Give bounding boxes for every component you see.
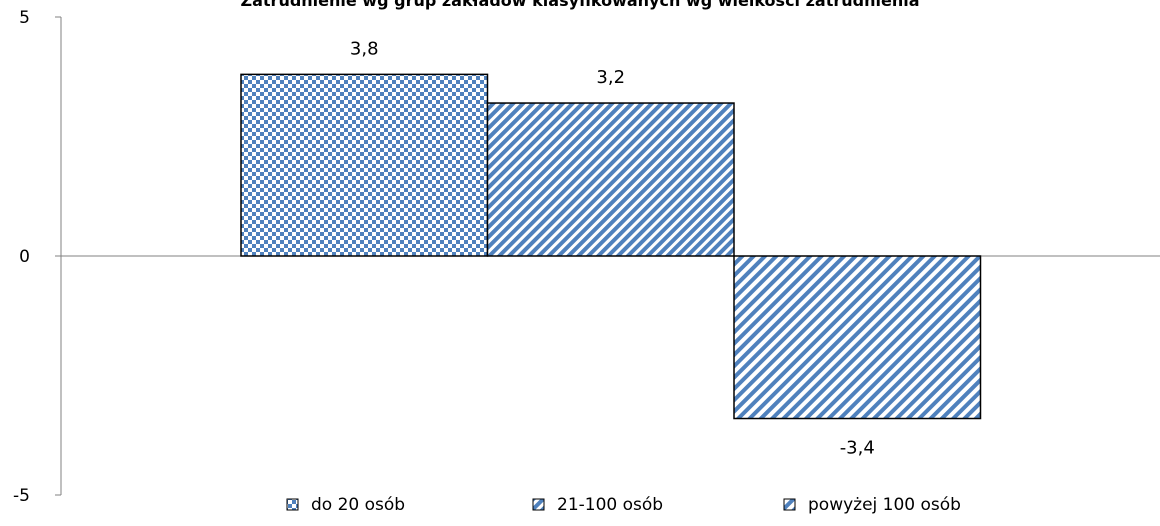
bars (240, 73, 982, 420)
legend-swatch-2 (532, 498, 545, 511)
bar-2 (486, 102, 735, 257)
data-labels: 3,8 3,2 -3,4 (350, 38, 875, 458)
y-tick-label: 0 (19, 247, 30, 267)
legend-label-3: powyżej 100 osób (808, 495, 961, 515)
data-label-2: 3,2 (596, 67, 625, 88)
legend-swatch-1 (286, 498, 299, 511)
y-tick-label: -5 (13, 486, 30, 506)
y-tick-label: 5 (19, 8, 30, 28)
legend-label-2: 21-100 osób (557, 495, 663, 515)
legend: do 20 osób 21-100 osób powyżej 100 osób (286, 495, 961, 515)
bar-1 (240, 73, 489, 257)
data-label-1: 3,8 (350, 38, 379, 59)
legend-label-1: do 20 osób (311, 495, 405, 515)
chart-title: Zatrudnienie wg grup zakładów klasyfikow… (241, 0, 920, 10)
data-label-3: -3,4 (840, 438, 875, 459)
legend-swatch-3 (783, 498, 796, 511)
y-axis: 5 0 -5 (13, 8, 1160, 506)
bar-3 (733, 255, 982, 420)
